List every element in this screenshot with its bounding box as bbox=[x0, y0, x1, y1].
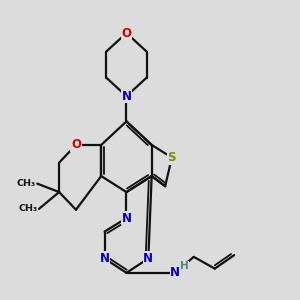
Text: H: H bbox=[180, 261, 189, 271]
Text: O: O bbox=[122, 27, 131, 40]
Text: CH₃: CH₃ bbox=[18, 204, 37, 213]
Text: N: N bbox=[122, 212, 131, 225]
Text: N: N bbox=[100, 252, 110, 265]
Text: CH₃: CH₃ bbox=[16, 179, 36, 188]
Text: S: S bbox=[168, 151, 176, 164]
Text: N: N bbox=[143, 252, 153, 265]
Text: N: N bbox=[170, 266, 180, 279]
Text: N: N bbox=[122, 90, 131, 103]
Text: O: O bbox=[71, 139, 81, 152]
